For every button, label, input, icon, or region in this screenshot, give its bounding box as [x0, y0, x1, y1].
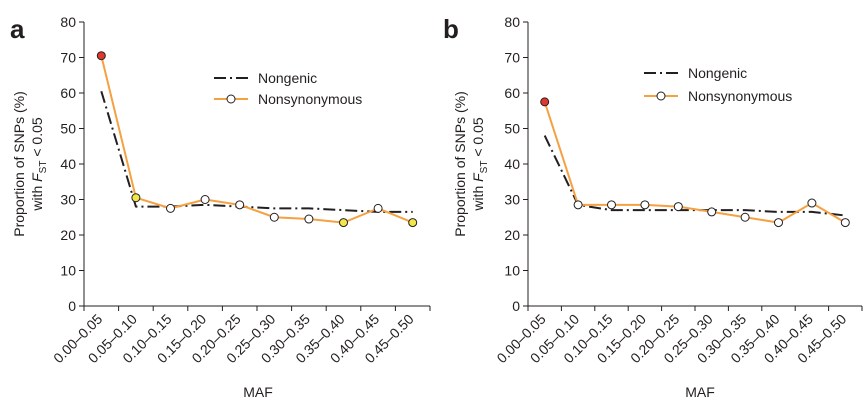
legend-marker-nonsynonymous: [226, 94, 236, 104]
data-point-nonsynonymous: [304, 214, 314, 224]
y-tick-label: 0: [68, 298, 76, 314]
y-tick-label: 30: [60, 192, 76, 208]
legend-label-nonsynonymous: Nonsynonymous: [688, 88, 792, 104]
series-line-nongenic: [543, 135, 846, 217]
y-tick-label: 70: [60, 50, 76, 66]
y-tick-label: 60: [504, 85, 520, 101]
y-tick-label: 70: [504, 50, 520, 66]
panel-b: b010203040506070800.00–0.050.05–0.100.10…: [443, 14, 863, 400]
data-point-nonsynonymous: [607, 200, 616, 210]
data-point-nonsynonymous: [707, 207, 717, 217]
y-axis-title-line1: Proportion of SNPs (%): [452, 91, 468, 237]
data-point-nonsynonymous: [740, 212, 750, 222]
legend-marker-nonsynonymous: [656, 91, 666, 101]
data-point-nonsynonymous: [774, 218, 783, 228]
y-tick-label: 80: [504, 14, 520, 30]
data-point-nonsynonymous: [131, 193, 141, 203]
x-axis-title: MAF: [685, 384, 715, 400]
data-point-nonsynonymous: [373, 203, 383, 213]
legend-label-nongenic: Nongenic: [258, 70, 317, 86]
data-point-nonsynonymous: [408, 218, 418, 228]
data-point-nonsynonymous: [807, 198, 817, 208]
y-tick-label: 50: [60, 121, 76, 137]
data-point-nonsynonymous: [840, 218, 850, 228]
y-tick-label: 40: [504, 156, 520, 172]
data-point-nonsynonymous: [200, 195, 210, 204]
data-point-nonsynonymous: [640, 200, 650, 210]
series-line-nongenic: [100, 90, 413, 213]
series-line-nonsynonymous: [100, 55, 414, 224]
y-axis-title-line1: Proportion of SNPs (%): [11, 91, 27, 237]
data-point-nonsynonymous: [235, 200, 245, 210]
panel-a: a010203040506070800.00–0.050.05–0.100.10…: [10, 14, 431, 400]
legend-label-nonsynonymous: Nonsynonymous: [258, 91, 362, 107]
panel-label: b: [443, 14, 459, 44]
y-axis-title-f: F: [470, 172, 486, 182]
y-tick-label: 50: [504, 121, 520, 137]
y-tick-label: 20: [60, 227, 76, 243]
x-axis-title: MAF: [243, 384, 273, 400]
y-tick-label: 20: [504, 227, 520, 243]
y-axis-title-prefix: with: [29, 182, 45, 212]
data-point-nonsynonymous: [96, 51, 106, 61]
y-tick-label: 60: [60, 85, 76, 101]
y-tick-label: 80: [60, 14, 76, 30]
y-axis-title-line2: with FST < 0.05: [29, 117, 49, 212]
y-axis-title-sub: ST: [38, 161, 49, 174]
y-tick-label: 40: [60, 156, 76, 172]
data-point-nonsynonymous: [673, 202, 683, 212]
data-point-nonsynonymous: [269, 212, 279, 222]
y-tick-label: 10: [60, 263, 76, 279]
y-tick-label: 0: [512, 298, 520, 314]
legend-label-nongenic: Nongenic: [688, 65, 747, 81]
y-axis-title-line2: with FST < 0.05: [470, 117, 490, 212]
series-line-nonsynonymous: [543, 101, 846, 224]
y-axis-title-suffix: < 0.05: [29, 117, 45, 160]
data-point-nonsynonymous: [573, 200, 583, 210]
data-point-nonsynonymous: [540, 97, 550, 107]
y-tick-label: 30: [504, 192, 520, 208]
y-axis-title-sub: ST: [479, 161, 490, 174]
y-axis-title-prefix: with: [470, 182, 486, 212]
y-axis-title-suffix: < 0.05: [470, 117, 486, 160]
data-point-nonsynonymous: [339, 218, 348, 228]
y-tick-label: 10: [504, 263, 520, 279]
data-point-nonsynonymous: [166, 203, 175, 213]
y-axis-title-f: F: [29, 172, 45, 182]
panel-label: a: [10, 14, 25, 44]
